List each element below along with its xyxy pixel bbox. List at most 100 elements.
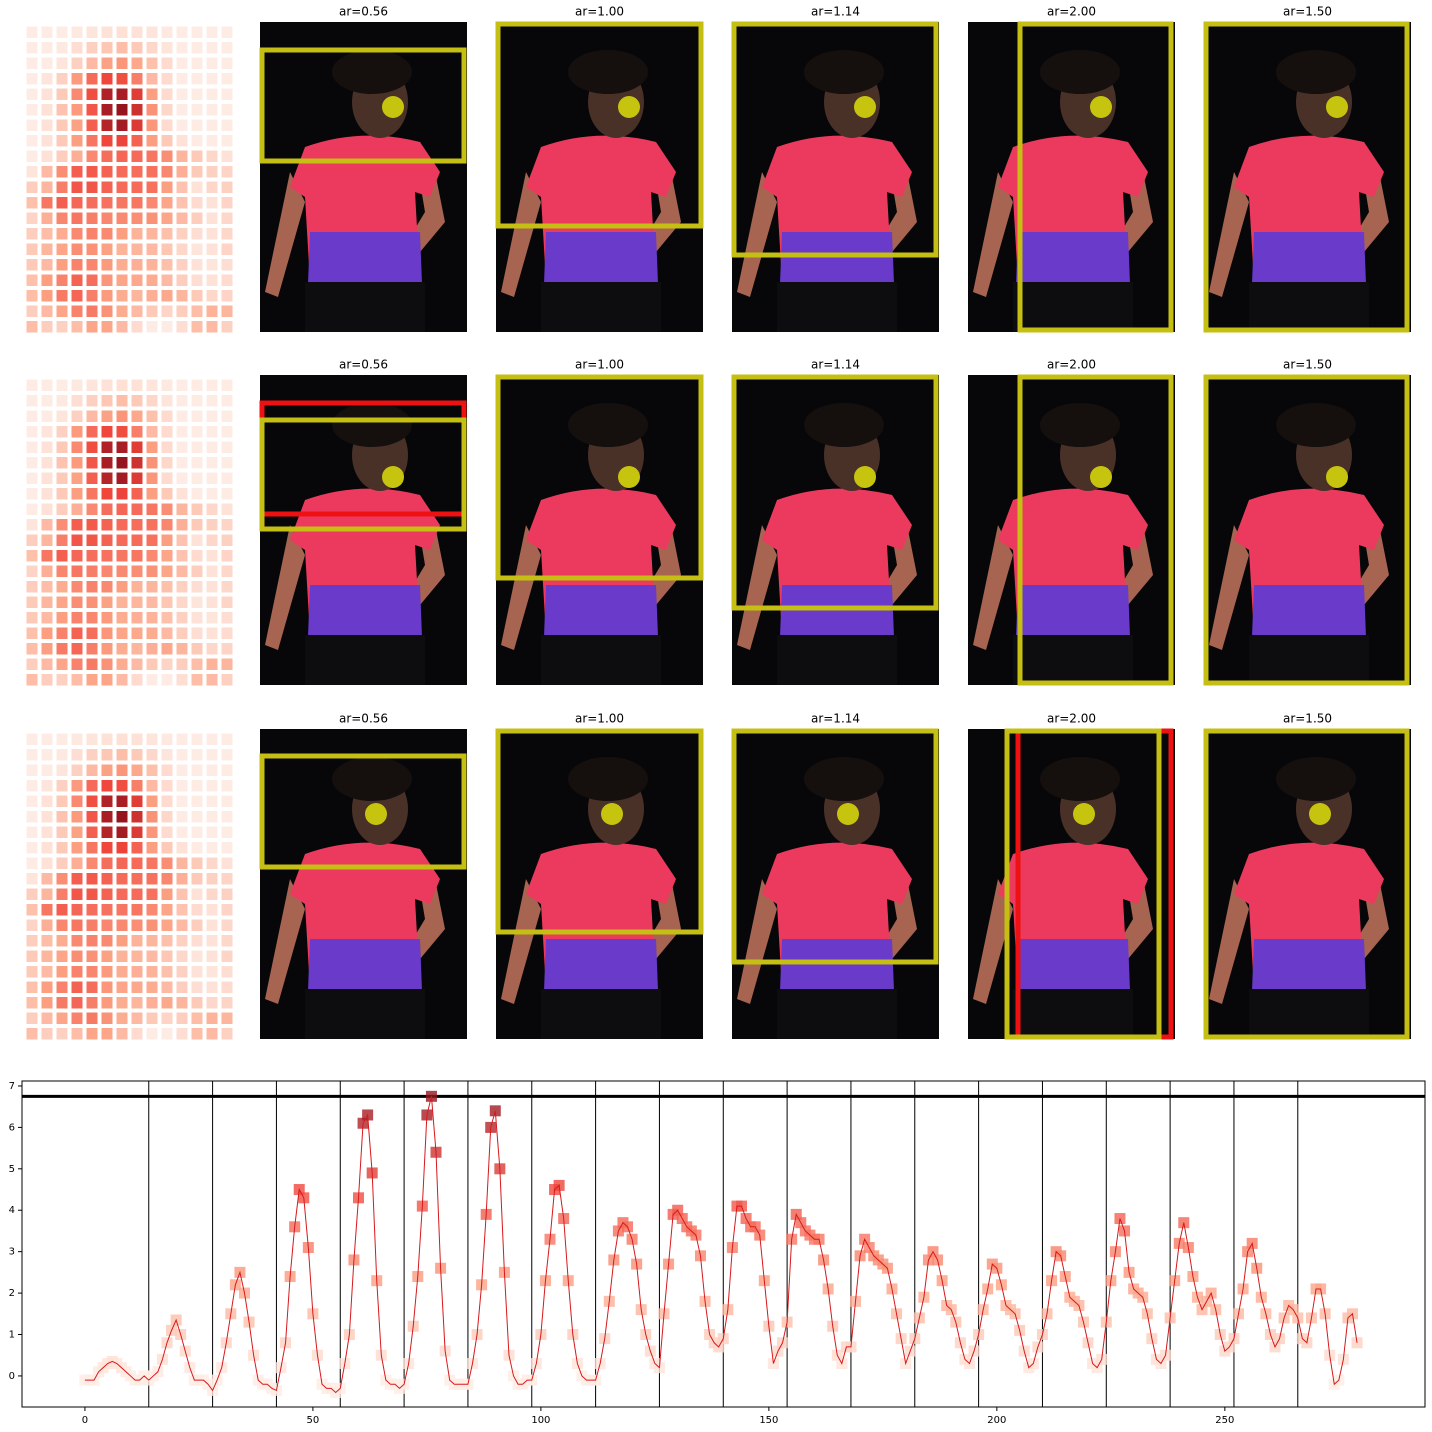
- heatmap-cell: [161, 612, 173, 624]
- heatmap-cell: [41, 873, 53, 885]
- heatmap-cell: [146, 534, 158, 546]
- heatmap-cell: [191, 643, 203, 655]
- heatmap-cell: [101, 290, 113, 302]
- heatmap-cell: [161, 305, 173, 317]
- heatmap-cell: [131, 243, 143, 255]
- heatmap-cell: [56, 966, 68, 978]
- heatmap-cell: [131, 935, 143, 947]
- heatmap-cell: [176, 104, 188, 116]
- heatmap-cell: [41, 1028, 53, 1040]
- heatmap-cell: [131, 305, 143, 317]
- heatmap-cell: [221, 733, 233, 745]
- heatmap-cell: [131, 733, 143, 745]
- heatmap-cell: [221, 88, 233, 100]
- heatmap-cell: [176, 88, 188, 100]
- heatmap-cell: [161, 565, 173, 577]
- heatmap-cell: [221, 42, 233, 54]
- heatmap-cell: [131, 997, 143, 1009]
- heatmap-cell: [116, 966, 128, 978]
- heatmap-cell: [161, 658, 173, 670]
- heatmap-cell: [191, 472, 203, 484]
- heatmap-cell: [41, 857, 53, 869]
- heatmap-cell: [86, 674, 98, 686]
- heatmap-cell: [176, 503, 188, 515]
- heatmap-cell: [26, 410, 38, 422]
- heatmap-cell: [131, 565, 143, 577]
- heatmap-cell: [191, 842, 203, 854]
- heatmap-cell: [146, 119, 158, 131]
- heatmap-cell: [41, 228, 53, 240]
- heatmap-cell: [146, 733, 158, 745]
- heatmap-cell: [176, 1012, 188, 1024]
- heatmap-cell: [191, 274, 203, 286]
- crop-box: [495, 21, 704, 229]
- heatmap-cell: [131, 57, 143, 69]
- heatmap-cell: [71, 826, 83, 838]
- heatmap-cell: [101, 488, 113, 500]
- heatmap-cell: [191, 119, 203, 131]
- heatmap-cell: [26, 119, 38, 131]
- heatmap-cell: [146, 503, 158, 515]
- photo-panel: ar=1.00: [495, 712, 704, 1039]
- heatmap-cell: [101, 811, 113, 823]
- heatmap-cell: [176, 627, 188, 639]
- heatmap-cell: [191, 135, 203, 147]
- heatmap-cell: [86, 534, 98, 546]
- hair: [1276, 50, 1356, 94]
- panel-title: ar=2.00: [1047, 712, 1096, 726]
- heatmap-cell: [206, 426, 218, 438]
- heatmap-cell: [146, 135, 158, 147]
- heatmap-cell: [26, 950, 38, 962]
- heatmap-cell: [86, 550, 98, 562]
- heatmap-cell: [71, 534, 83, 546]
- heatmap-cell: [86, 181, 98, 193]
- heatmap-cell: [191, 857, 203, 869]
- heatmap-cell: [86, 212, 98, 224]
- heatmap-cell: [56, 904, 68, 916]
- heatmap-cell: [41, 212, 53, 224]
- heatmap-cell: [206, 321, 218, 333]
- heatmap-cell: [116, 519, 128, 531]
- heatmap-cell: [26, 228, 38, 240]
- heatmap-cell: [131, 581, 143, 593]
- shorts: [777, 635, 897, 685]
- heatmap-cell: [146, 274, 158, 286]
- heatmap-cell: [161, 643, 173, 655]
- heatmap-cell: [131, 212, 143, 224]
- heatmap-cell: [26, 888, 38, 900]
- heatmap-cell: [86, 643, 98, 655]
- heatmap-cell: [131, 873, 143, 885]
- heatmap-cell: [161, 181, 173, 193]
- heatmap-cell: [41, 581, 53, 593]
- heatmap-cell: [191, 26, 203, 38]
- heatmap-cell: [86, 749, 98, 761]
- heatmap-cell: [191, 935, 203, 947]
- heatmap-cell: [146, 1012, 158, 1024]
- heatmap-cell: [56, 981, 68, 993]
- heatmap-cell: [161, 243, 173, 255]
- heatmap-cell: [71, 321, 83, 333]
- heatmap-cell: [161, 1028, 173, 1040]
- heatmap-cell: [161, 764, 173, 776]
- heatmap-cell: [101, 259, 113, 271]
- heatmap-cell: [116, 395, 128, 407]
- heatmap-cell: [71, 26, 83, 38]
- heatmap-cell: [86, 780, 98, 792]
- heatmap-cell: [191, 57, 203, 69]
- heatmap-cell: [221, 550, 233, 562]
- heatmap-cell: [176, 457, 188, 469]
- yellow-dot: [1073, 803, 1095, 825]
- shorts: [1249, 989, 1369, 1039]
- heatmap-cell: [191, 612, 203, 624]
- heatmap-cell: [116, 795, 128, 807]
- heatmap-cell: [26, 197, 38, 209]
- heatmap-cell: [56, 441, 68, 453]
- yellow-dot: [1090, 96, 1112, 118]
- heatmap-cell: [221, 26, 233, 38]
- heatmap-cell: [101, 674, 113, 686]
- heatmap-cell: [206, 596, 218, 608]
- heatmap-cell: [131, 519, 143, 531]
- heatmap-cell: [41, 749, 53, 761]
- shirt-lower: [780, 232, 894, 284]
- heatmap-cell: [41, 534, 53, 546]
